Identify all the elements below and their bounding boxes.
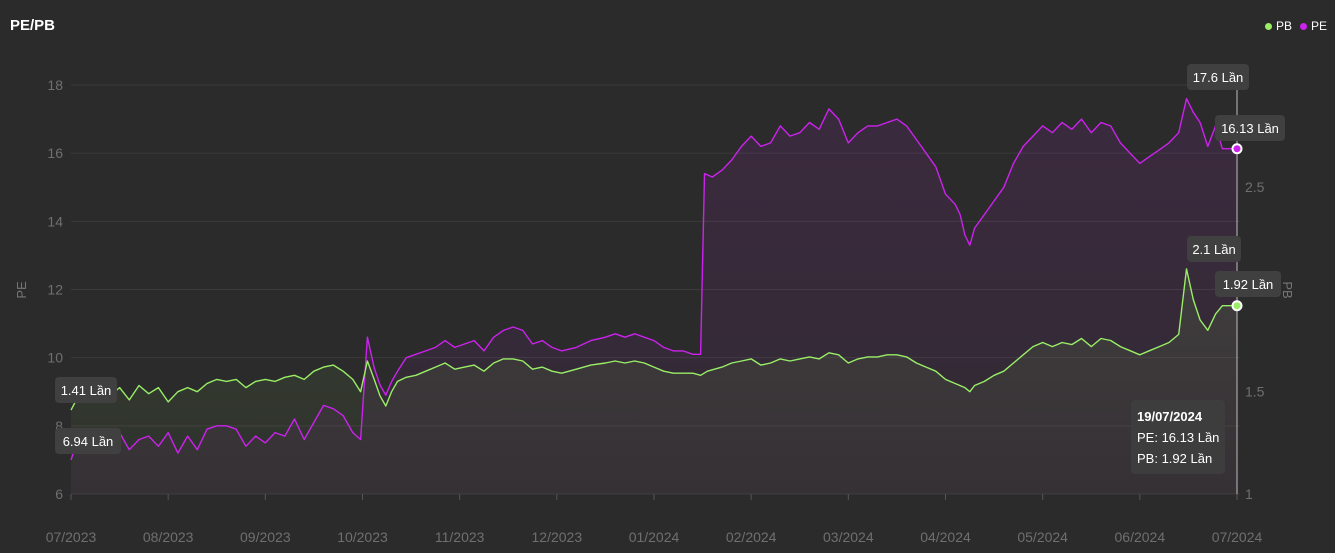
series-line-pb — [70, 268, 1237, 411]
annotation-label-box — [55, 377, 117, 403]
y-right-tick-label: 1 — [1245, 486, 1253, 502]
legend-item-pb[interactable]: PB — [1264, 19, 1292, 33]
y-right-axis-title: PB — [1280, 281, 1295, 298]
annotation-label-box — [55, 428, 121, 454]
annotation-label-pe: 6.94 Lần — [63, 434, 114, 449]
y-left-axis-title: PE — [14, 281, 29, 299]
y-right-tick-label: 1.5 — [1245, 384, 1265, 400]
annotation-label-pb: 2.1 Lần — [1192, 242, 1235, 257]
x-tick-label: 04/2024 — [920, 529, 971, 545]
tooltip-pb-value: PB: 1.92 Lần — [1137, 451, 1213, 466]
tooltip-pe-value: PE: 16.13 Lần — [1137, 430, 1220, 445]
legend-item-pe[interactable]: PE — [1299, 19, 1327, 33]
annotation-label-pb: 1.92 Lần — [1223, 277, 1274, 292]
legend-label-pe: PE — [1310, 19, 1327, 33]
x-tick-label: 05/2024 — [1017, 529, 1068, 545]
x-tick-label: 10/2023 — [337, 529, 388, 545]
series-area-pb — [71, 268, 1237, 494]
x-tick-label: 12/2023 — [532, 529, 583, 545]
y-right-tick-label: 2.5 — [1245, 179, 1265, 195]
y-left-tick-label: 18 — [47, 77, 63, 93]
y-left-tick-label: 14 — [47, 213, 63, 229]
x-tick-label: 07/2023 — [46, 529, 97, 545]
x-tick-label: 09/2023 — [240, 529, 291, 545]
annotation-label-box — [1187, 64, 1249, 90]
legend: PB PE — [1264, 19, 1327, 33]
chart-title: PE/PB — [10, 17, 56, 34]
x-tick-label: 03/2024 — [823, 529, 874, 545]
x-tick-label: 11/2023 — [435, 529, 485, 545]
annotation-label-pb: 1.41 Lần — [61, 383, 112, 398]
legend-dot-pe — [1299, 22, 1307, 30]
tooltip-date: 19/07/2024 — [1137, 409, 1203, 424]
x-tick-label: 07/2024 — [1212, 529, 1263, 545]
hover-marker-pe — [1231, 143, 1243, 155]
y-left-tick-label: 10 — [47, 350, 63, 366]
annotation-label-box — [1215, 115, 1285, 141]
hover-tooltip: 19/07/2024 PE: 16.13 Lần PB: 1.92 Lần — [1131, 400, 1225, 474]
x-tick-label: 08/2023 — [143, 529, 194, 545]
annotation-label-pe: 17.6 Lần — [1193, 70, 1244, 85]
legend-dot-pb — [1264, 22, 1272, 30]
annotation-label-pe: 16.13 Lần — [1221, 121, 1279, 136]
y-left-tick-label: 6 — [55, 486, 63, 502]
legend-label-pb: PB — [1275, 19, 1292, 33]
x-tick-label: 06/2024 — [1115, 529, 1166, 545]
series-line-pe — [70, 97, 1237, 461]
x-tick-label: 01/2024 — [629, 529, 680, 545]
hover-marker-pb — [1231, 300, 1243, 312]
x-tick-label: 02/2024 — [726, 529, 777, 545]
annotation-label-box — [1215, 271, 1281, 297]
annotation-label-box — [1187, 236, 1241, 262]
y-left-tick-label: 16 — [47, 145, 63, 161]
y-left-tick-label: 8 — [55, 418, 63, 434]
y-left-tick-label: 12 — [47, 282, 63, 298]
